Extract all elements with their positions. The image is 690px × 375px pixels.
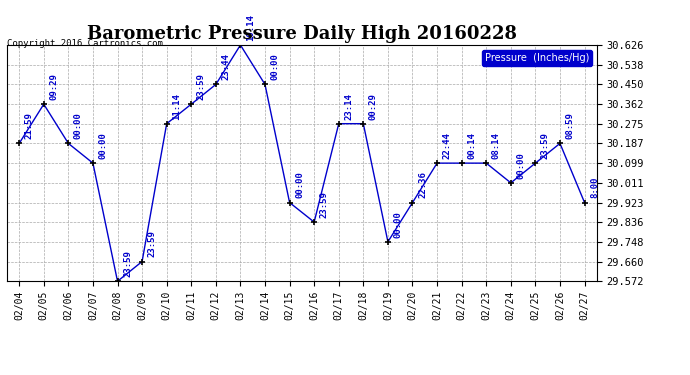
Text: Copyright 2016 Cartronics.com: Copyright 2016 Cartronics.com xyxy=(7,39,163,48)
Text: 00:29: 00:29 xyxy=(369,93,378,120)
Text: 11:14: 11:14 xyxy=(172,93,181,120)
Text: 00:00: 00:00 xyxy=(516,152,525,178)
Text: 8:00: 8:00 xyxy=(590,177,599,198)
Text: 23:59: 23:59 xyxy=(319,191,328,218)
Text: 22:44: 22:44 xyxy=(442,132,452,159)
Text: 08:14: 08:14 xyxy=(492,132,501,159)
Text: 00:00: 00:00 xyxy=(393,211,402,238)
Text: 23:14: 23:14 xyxy=(344,93,353,120)
Title: Barometric Pressure Daily High 20160228: Barometric Pressure Daily High 20160228 xyxy=(87,26,517,44)
Text: 22:36: 22:36 xyxy=(418,171,427,198)
Text: 23:59: 23:59 xyxy=(541,132,550,159)
Text: 23:59: 23:59 xyxy=(123,250,132,277)
Legend: Pressure  (Inches/Hg): Pressure (Inches/Hg) xyxy=(482,50,592,66)
Text: 10:14: 10:14 xyxy=(246,14,255,41)
Text: 09:29: 09:29 xyxy=(49,73,59,100)
Text: 00:00: 00:00 xyxy=(295,171,304,198)
Text: 00:14: 00:14 xyxy=(467,132,476,159)
Text: 00:00: 00:00 xyxy=(74,112,83,139)
Text: 08:59: 08:59 xyxy=(566,112,575,139)
Text: 21:59: 21:59 xyxy=(25,112,34,139)
Text: 00:00: 00:00 xyxy=(270,53,279,80)
Text: 00:00: 00:00 xyxy=(99,132,108,159)
Text: 23:44: 23:44 xyxy=(221,53,230,80)
Text: 23:59: 23:59 xyxy=(148,231,157,257)
Text: 23:59: 23:59 xyxy=(197,73,206,100)
